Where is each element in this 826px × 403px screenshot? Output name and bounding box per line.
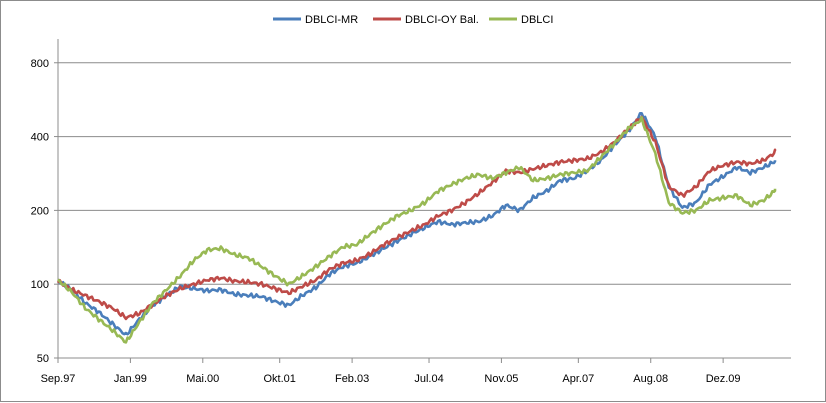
series-line-0	[57, 112, 777, 336]
x-tick-label: Jan.99	[114, 373, 147, 385]
y-tick-label: 800	[31, 58, 49, 70]
series-line-2	[57, 116, 777, 344]
legend-label: DBLCI-MR	[305, 14, 358, 26]
x-tick-label: Aug.08	[633, 373, 668, 385]
grid-lines	[58, 62, 791, 285]
x-tick-label: Feb.03	[335, 373, 369, 385]
x-tick-label: Mai.00	[186, 373, 219, 385]
series-line-1	[56, 115, 777, 321]
x-tick-label: Okt.01	[264, 373, 296, 385]
x-tick-label: Dez.09	[706, 373, 741, 385]
axes: 50 100 200 400 800 Sep.97 Jan.99 Mai.00 Okt.01 Fe…	[31, 39, 791, 385]
series-lines	[56, 112, 777, 344]
legend: DBLCI-MR DBLCI-OY Bal. DBLCI	[273, 14, 553, 26]
y-tick-label: 400	[31, 132, 49, 144]
y-tick-label: 100	[31, 279, 49, 291]
x-tick-label: Jul.04	[414, 373, 443, 385]
legend-label: DBLCI-OY Bal.	[405, 14, 479, 26]
y-tick-label: 50	[37, 353, 49, 365]
legend-label: DBLCI	[521, 14, 553, 26]
x-tick-label: Sep.97	[41, 373, 76, 385]
x-tick-label: Apr.07	[562, 373, 594, 385]
x-tick-label: Nov.05	[484, 373, 518, 385]
y-tick-label: 200	[31, 205, 49, 217]
